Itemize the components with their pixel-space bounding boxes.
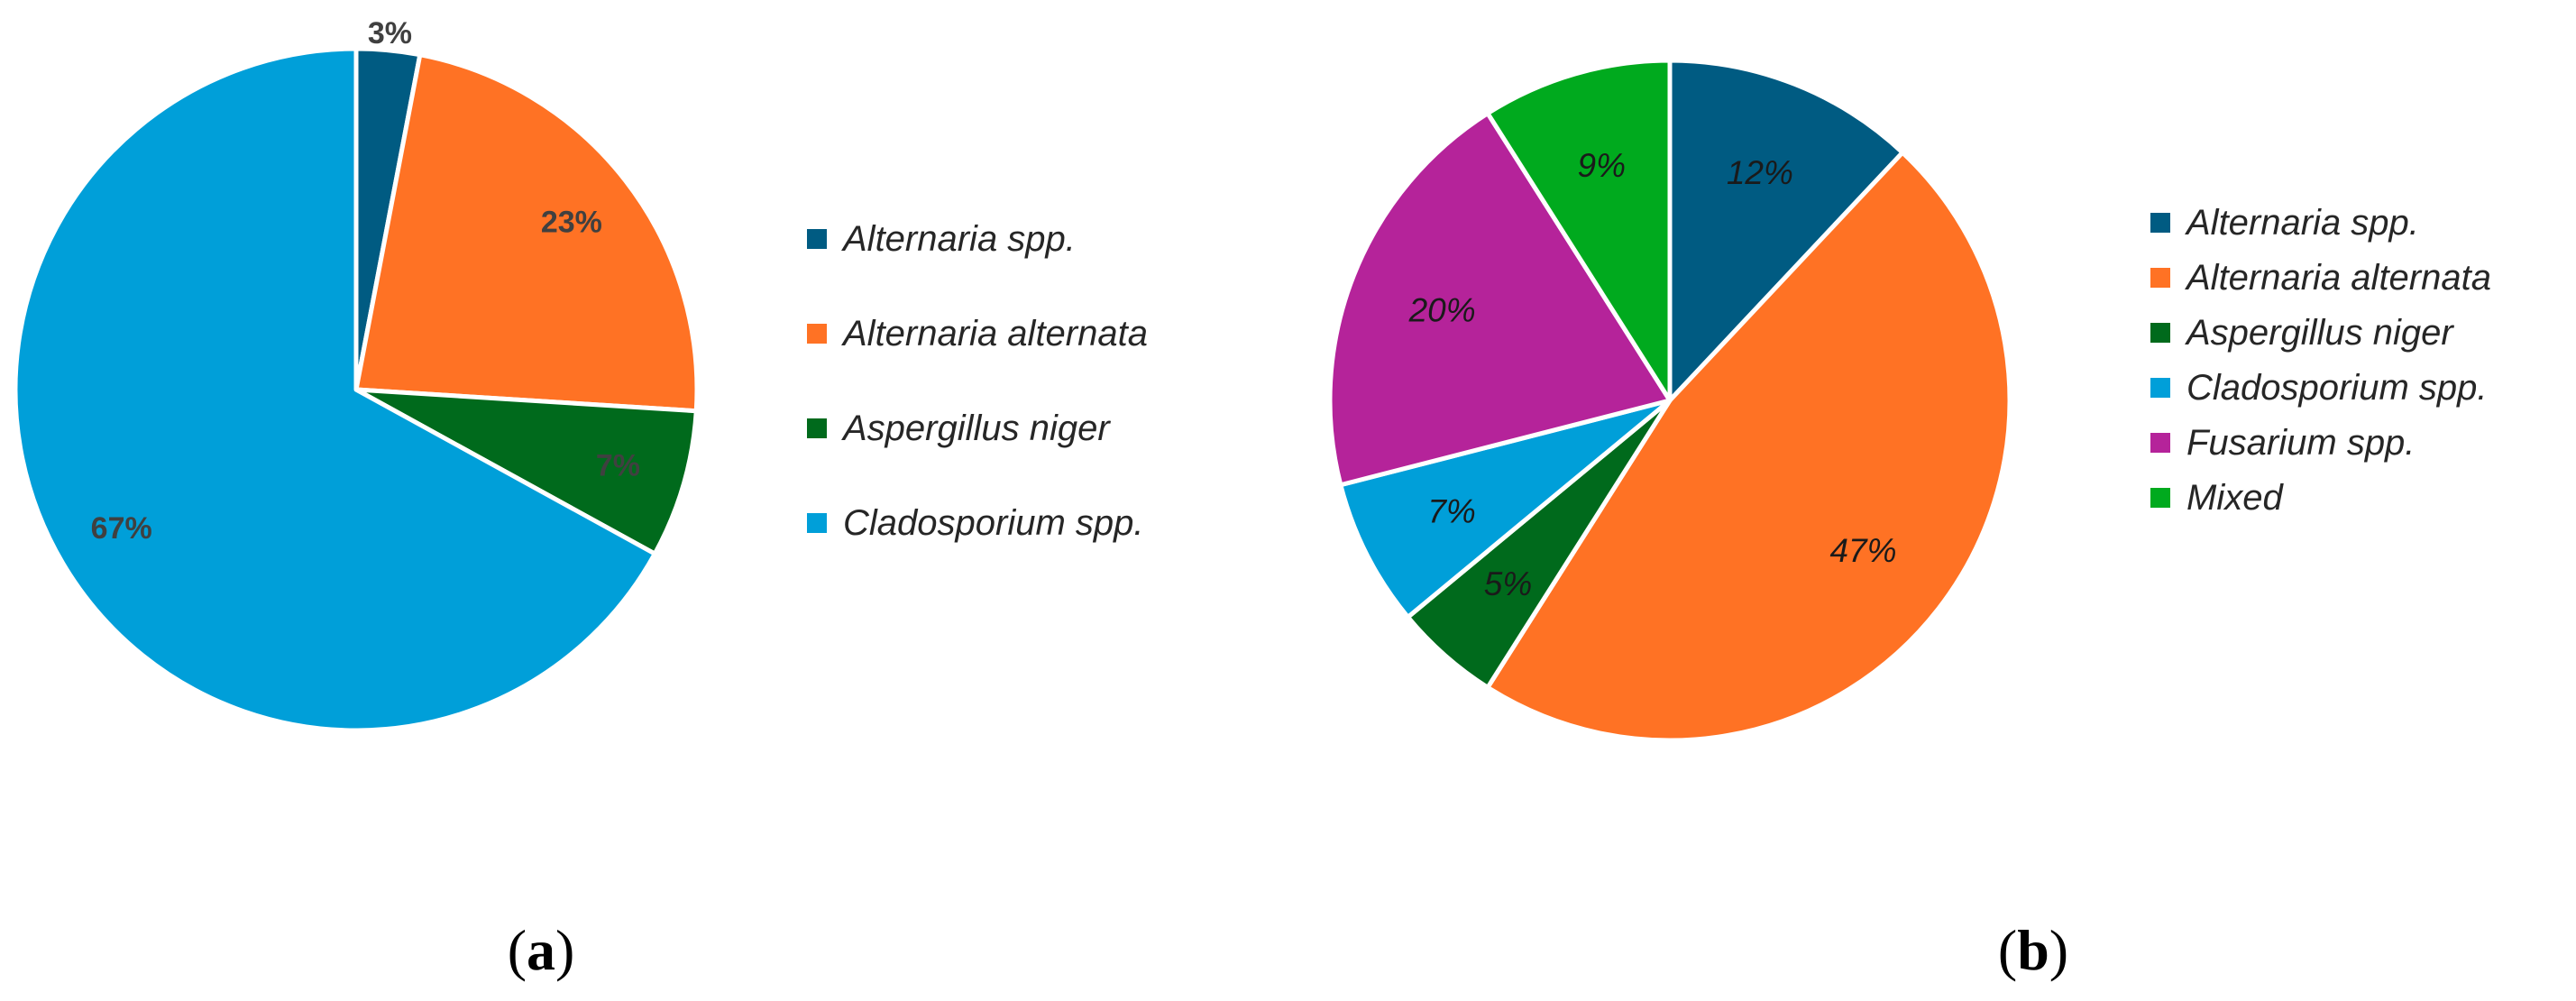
pie-chart-b: 12%47%5%7%20%9% Alternaria spp.Alternari…	[1327, 58, 2491, 982]
pie-a-slice-alternaria-alternata	[353, 52, 700, 414]
pie-a-value-labels: 3% 23% 7% 67%	[91, 16, 640, 546]
pie-b-value-labels: 12% 47% 5%7% 20% 9%	[1408, 147, 1897, 602]
pie-a-value-label: 67%	[91, 511, 152, 546]
pie-a-legend: Alternaria spp. Alternaria alternata Asper…	[807, 219, 1148, 543]
pie-a-slices	[13, 46, 700, 733]
legend-swatch	[2150, 213, 2170, 233]
legend-label: Alternaria alternata	[841, 314, 1148, 354]
pie-b-value-label: 7%	[1427, 493, 1475, 530]
panel-caption-a: (a)	[508, 918, 575, 982]
pie-b-slices	[1327, 58, 2012, 743]
legend-label: Aspergillus niger	[841, 409, 1111, 448]
pie-b-value-label: 9%	[1578, 147, 1626, 184]
pie-b-legend-item: Alternaria spp.	[2150, 203, 2419, 243]
legend-label: Aspergillus niger	[2185, 313, 2454, 353]
legend-swatch	[2150, 378, 2170, 398]
pie-a-slice-cladosporium-spp	[13, 46, 657, 733]
pie-a-legend-item: Aspergillus niger	[807, 409, 1111, 448]
pie-b-slice-mixed	[1485, 58, 1673, 403]
pie-b-slice-alternaria-alternata	[1485, 150, 2012, 743]
pie-b-slice-cladosporium-spp	[1338, 398, 1673, 620]
legend-label: Alternaria spp.	[2185, 203, 2419, 243]
pie-a-value-label: 7%	[596, 448, 640, 482]
legend-label: Fusarium spp.	[2186, 423, 2415, 463]
pie-b-value-label: 12%	[1727, 154, 1793, 191]
pie-b-legend-item: Cladosporium spp.	[2150, 368, 2488, 408]
pie-b-slice-alternaria-spp	[1667, 58, 1905, 403]
legend-label: Mixed	[2186, 478, 2284, 518]
legend-swatch	[2150, 268, 2170, 288]
legend-swatch	[807, 229, 827, 249]
legend-label: Cladosporium spp.	[843, 503, 1144, 543]
pie-b-value-label: 20%	[1408, 292, 1476, 329]
pie-a-value-label: 3%	[368, 16, 412, 51]
pie-b-value-label: 47%	[1829, 532, 1896, 569]
pie-b-legend-item: Aspergillus niger	[2150, 313, 2454, 353]
legend-swatch	[2150, 488, 2170, 508]
pie-b-value-label: 5%	[1484, 565, 1532, 602]
pie-b-legend-item: Fusarium spp.	[2150, 423, 2415, 463]
legend-label: Alternaria spp.	[841, 219, 1076, 259]
legend-label: Alternaria alternata	[2185, 258, 2491, 298]
pie-b-legend-item: Mixed	[2150, 478, 2284, 518]
legend-swatch	[807, 513, 827, 533]
pie-a-slice-aspergillus-niger	[353, 387, 699, 556]
pie-a-value-label: 23%	[541, 206, 602, 240]
pie-b-legend: Alternaria spp. Alternaria alternata Asper…	[2150, 203, 2491, 518]
legend-label: Cladosporium spp.	[2186, 368, 2488, 408]
legend-swatch	[807, 324, 827, 344]
legend-swatch	[2150, 323, 2170, 343]
legend-swatch	[2150, 433, 2170, 453]
panel-caption-b: (b)	[1998, 918, 2068, 982]
pie-a-legend-item: Cladosporium spp.	[807, 503, 1144, 543]
pie-a-legend-item: Alternaria alternata	[807, 314, 1148, 354]
pie-a-legend-item: Alternaria spp.	[807, 219, 1076, 259]
pie-chart-a: 3% 23% 7% 67% Alternaria spp. Alternaria alt…	[13, 16, 1148, 982]
legend-swatch	[807, 418, 827, 438]
pie-b-slice-fusarium-spp	[1327, 111, 1673, 488]
pie-b-legend-item: Alternaria alternata	[2150, 258, 2491, 298]
